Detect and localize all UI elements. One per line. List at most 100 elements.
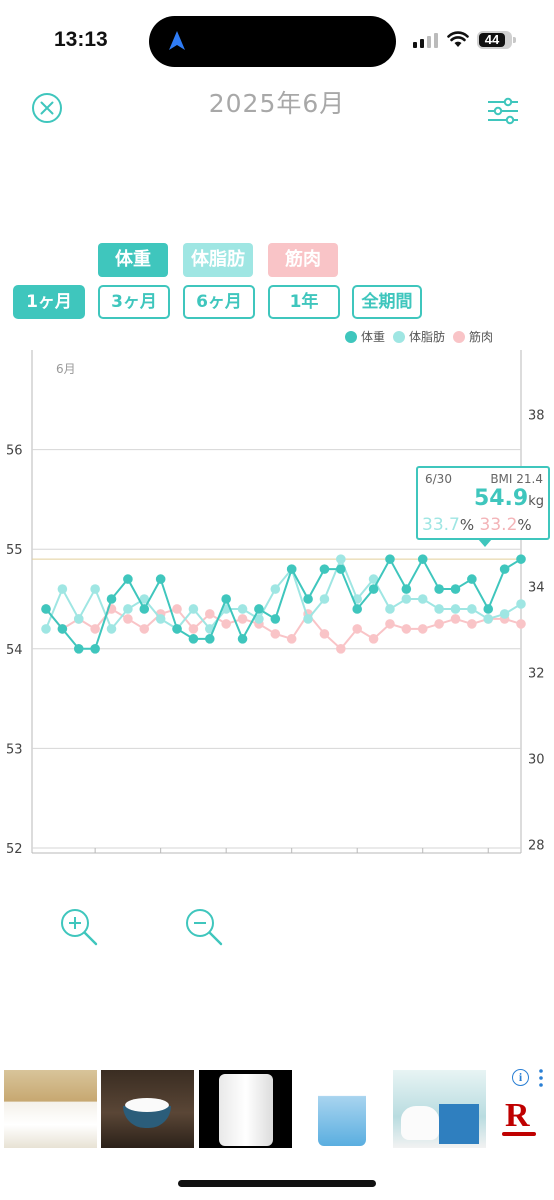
y-right-tick-label: 30 (528, 752, 545, 767)
data-point (237, 614, 248, 624)
data-point (450, 584, 461, 594)
data-point (221, 594, 231, 604)
data-point (106, 624, 117, 634)
tooltip-fat: 33.7 (422, 515, 460, 535)
filter-settings-icon[interactable] (486, 96, 520, 126)
zoom-out-icon[interactable] (183, 906, 225, 948)
data-point (368, 574, 379, 584)
ad-item-2[interactable] (101, 1070, 194, 1148)
y-left-tick-label: 56 (6, 444, 23, 459)
data-point (336, 554, 346, 564)
ad-item-4[interactable] (296, 1070, 389, 1148)
dynamic-island (149, 16, 396, 67)
more-options-icon[interactable] (539, 1069, 543, 1087)
data-point (90, 584, 100, 594)
period-1-month[interactable]: 1ヶ月 (13, 285, 85, 319)
close-icon[interactable] (31, 92, 63, 124)
data-point (499, 609, 510, 619)
data-point (303, 614, 313, 624)
tooltip-composition: 33.7% 33.2% (422, 515, 532, 535)
ad-item-5[interactable] (393, 1070, 486, 1148)
zoom-in-icon[interactable] (58, 906, 100, 948)
data-point (434, 619, 444, 629)
toggle-weight[interactable]: 体重 (98, 243, 168, 277)
battery-icon: 44 (477, 31, 512, 49)
data-point (286, 634, 297, 644)
data-point (41, 624, 51, 634)
body-composition-chart[interactable]: 52535455562830323436384812162024286月 (0, 340, 554, 860)
data-point (352, 604, 363, 614)
ad-item-3[interactable] (199, 1070, 292, 1148)
wifi-icon (447, 31, 469, 47)
data-point (41, 604, 51, 614)
data-point (57, 624, 68, 634)
home-indicator[interactable] (178, 1180, 376, 1187)
cellular-signal-icon (413, 33, 438, 48)
period-all[interactable]: 全期間 (352, 285, 422, 319)
data-point (336, 644, 346, 654)
data-point (73, 644, 84, 654)
data-point (286, 564, 297, 574)
toggle-muscle[interactable]: 筋肉 (268, 243, 338, 277)
period-3-months[interactable]: 3ヶ月 (98, 285, 170, 319)
data-point (467, 619, 477, 629)
ad-info-icon[interactable]: i (512, 1069, 529, 1086)
data-point (237, 634, 248, 644)
data-point (123, 604, 133, 614)
ad-item-1[interactable] (4, 1070, 97, 1148)
legend-body-fat: 体脂肪 (393, 328, 445, 345)
data-point (254, 614, 264, 624)
data-point (467, 574, 477, 584)
period-1-year[interactable]: 1年 (268, 285, 340, 319)
data-point (139, 624, 150, 634)
data-point (221, 619, 231, 629)
toggle-body-fat[interactable]: 体脂肪 (183, 243, 253, 277)
data-point (90, 644, 100, 654)
data-point (499, 564, 510, 574)
data-point (385, 604, 395, 614)
data-point (385, 554, 395, 564)
tooltip-muscle: 33.2 (479, 515, 518, 535)
tooltip-weight: 54.9kg (473, 486, 544, 511)
month-label: 6月 (56, 362, 76, 376)
data-point (106, 594, 117, 604)
data-point (450, 604, 461, 614)
data-point (467, 604, 477, 614)
data-point (417, 624, 428, 634)
period-6-months[interactable]: 6ヶ月 (183, 285, 255, 319)
y-left-tick-label: 55 (6, 543, 23, 558)
data-point (204, 634, 215, 644)
y-left-tick-label: 52 (6, 842, 23, 857)
data-point (172, 624, 182, 634)
data-point (204, 609, 215, 619)
ad-banner[interactable] (0, 1068, 554, 1150)
battery-level: 44 (484, 32, 500, 47)
data-point (188, 624, 199, 634)
tooltip-date: 6/30 (425, 472, 452, 486)
data-point (319, 564, 330, 574)
chart-legend: 体重 体脂肪 筋肉 (345, 328, 493, 345)
legend-weight: 体重 (345, 328, 385, 345)
data-point (516, 619, 526, 629)
status-time: 13:13 (54, 28, 108, 51)
y-right-tick-label: 28 (528, 838, 545, 853)
data-point (417, 554, 428, 564)
brand-logo[interactable]: R (505, 1097, 530, 1134)
data-point (139, 604, 150, 614)
y-right-tick-label: 38 (528, 408, 545, 423)
data-point (368, 584, 379, 594)
data-point (483, 614, 494, 624)
data-point (516, 554, 526, 564)
tooltip-bmi: BMI 21.4 (490, 472, 543, 486)
data-point (319, 629, 330, 639)
data-point (483, 604, 494, 614)
data-point (155, 574, 166, 584)
data-point (303, 594, 313, 604)
data-point (401, 584, 412, 594)
data-point (123, 614, 133, 624)
data-point (90, 624, 100, 634)
data-point (516, 599, 526, 609)
data-point (417, 594, 428, 604)
data-tooltip: 6/30 BMI 21.4 54.9kg 33.7% 33.2% (416, 466, 550, 540)
data-point (270, 614, 281, 624)
